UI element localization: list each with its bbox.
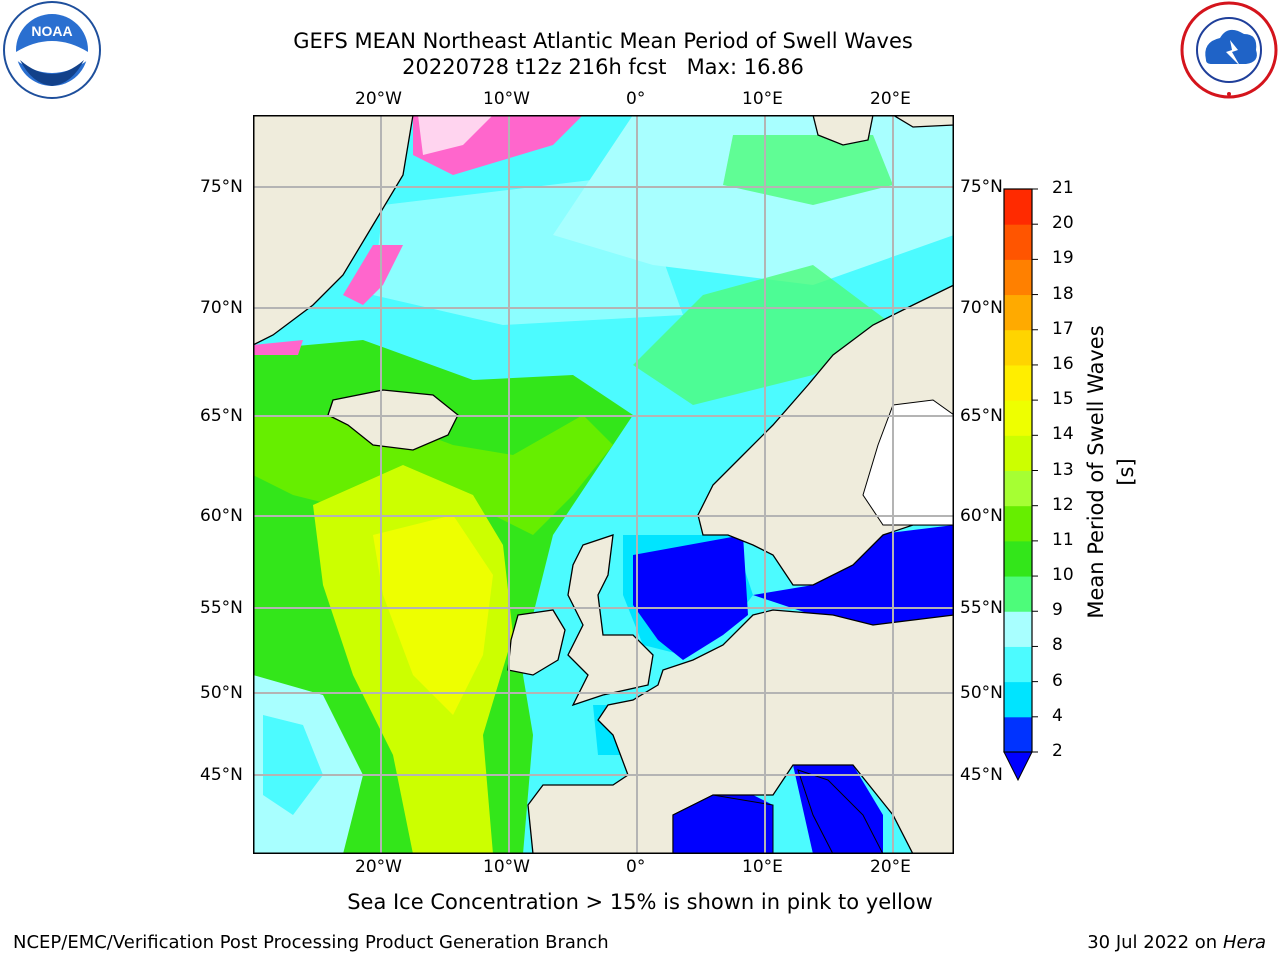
lon-label-bottom: 0° <box>626 857 646 877</box>
colorbar-tick-label: 17 <box>1052 318 1074 339</box>
colorbar-band <box>1004 329 1032 366</box>
colorbar-tick-label: 18 <box>1052 283 1074 304</box>
colorbar-band <box>1004 435 1032 471</box>
colorbar-tick-label: 11 <box>1052 529 1074 550</box>
colorbar-band <box>1004 505 1032 542</box>
graticule <box>253 115 954 854</box>
lat-label-right: 70°N <box>960 298 1003 318</box>
lon-label-top: 10°W <box>483 89 530 109</box>
colorbar-band <box>1004 400 1032 436</box>
colorbar-tick-label: 19 <box>1052 248 1074 269</box>
colorbar-ticks <box>1032 188 1038 753</box>
lon-label-top: 0° <box>626 89 646 109</box>
lat-label-right: 65°N <box>960 406 1003 426</box>
gulf-of-bothnia <box>862 399 954 526</box>
lon-label-top: 20°W <box>355 89 402 109</box>
colorbar-tick-label: 9 <box>1052 600 1063 621</box>
colorbar-extend-arrow <box>1003 751 1033 782</box>
colorbar-band <box>1004 540 1032 577</box>
lon-label-bottom: 20°E <box>870 857 911 877</box>
colorbar-bands <box>1004 189 1032 753</box>
colorbar-band <box>1004 189 1032 225</box>
national-weather-service-logo <box>1178 0 1280 100</box>
colorbar-band <box>1004 364 1032 401</box>
colorbar <box>1003 188 1038 782</box>
colorbar-band <box>1004 611 1032 647</box>
colorbar-tick-label: 12 <box>1052 494 1074 515</box>
colorbar-tick-label: 6 <box>1052 670 1063 691</box>
lon-label-top: 20°E <box>870 89 911 109</box>
svalbard-land <box>812 115 874 146</box>
colorbar-label: Mean Period of Swell Waves [s] <box>1084 325 1138 619</box>
colorbar-band <box>1004 294 1032 331</box>
colorbar-tick-label: 2 <box>1052 741 1063 761</box>
lat-label-right: 75°N <box>960 177 1003 197</box>
north-sea-blue <box>633 535 748 660</box>
great-britain-land <box>567 534 654 707</box>
lat-label-left: 70°N <box>200 298 243 318</box>
lat-label-right: 55°N <box>960 598 1003 618</box>
lat-label-left: 55°N <box>200 598 243 618</box>
colorbar-band <box>1004 224 1032 260</box>
map-frame <box>253 115 954 854</box>
date-text: 30 Jul 2022 on Hera <box>1087 932 1266 953</box>
colorbar-tick-label: 10 <box>1052 565 1074 586</box>
colorbar-tick-label: 14 <box>1052 424 1074 445</box>
colorbar-band <box>1004 646 1032 683</box>
lon-label-bottom: 10°E <box>742 857 783 877</box>
colorbar-band <box>1004 259 1032 296</box>
colorbar-tick-label: 15 <box>1052 389 1074 410</box>
sea-ice-note: Sea Ice Concentration > 15% is shown in … <box>347 890 933 914</box>
lat-label-right: 50°N <box>960 683 1003 703</box>
continental-europe-land <box>527 609 954 854</box>
lon-label-top: 10°E <box>742 89 783 109</box>
lat-label-left: 60°N <box>200 506 243 526</box>
lat-label-right: 60°N <box>960 506 1003 526</box>
lat-label-left: 45°N <box>200 765 243 785</box>
svg-text:NOAA: NOAA <box>31 23 72 39</box>
colorbar-tick-label: 13 <box>1052 459 1074 480</box>
swell-period-map <box>253 115 954 854</box>
iceland-land <box>327 389 459 451</box>
colorbar-tick-label: 20 <box>1052 213 1074 234</box>
colorbar-band <box>1004 681 1032 718</box>
noaa-logo: NOAA <box>2 0 102 100</box>
lon-label-bottom: 20°W <box>355 857 402 877</box>
colorbar-tick-label: 16 <box>1052 353 1074 374</box>
credit-text: NCEP/EMC/Verification Post Processing Pr… <box>13 932 609 953</box>
colorbar-band <box>1004 716 1032 753</box>
colorbar-tick-label: 8 <box>1052 635 1063 656</box>
colorbar-tick-label: 4 <box>1052 705 1063 726</box>
lat-label-left: 50°N <box>200 683 243 703</box>
lon-label-bottom: 10°W <box>483 857 530 877</box>
lat-label-right: 45°N <box>960 765 1003 785</box>
colorbar-band <box>1004 576 1032 612</box>
chart-title: GEFS MEAN Northeast Atlantic Mean Period… <box>293 29 913 53</box>
lat-label-left: 75°N <box>200 177 243 197</box>
chart-subtitle: 20220728 t12z 216h fcst Max: 16.86 <box>402 55 804 79</box>
lat-label-left: 65°N <box>200 406 243 426</box>
baltic-blue <box>753 525 954 625</box>
colorbar-band <box>1004 470 1032 507</box>
ireland-land <box>507 609 566 676</box>
colorbar-tick-label: 21 <box>1052 178 1074 198</box>
greenland-land <box>253 115 414 346</box>
